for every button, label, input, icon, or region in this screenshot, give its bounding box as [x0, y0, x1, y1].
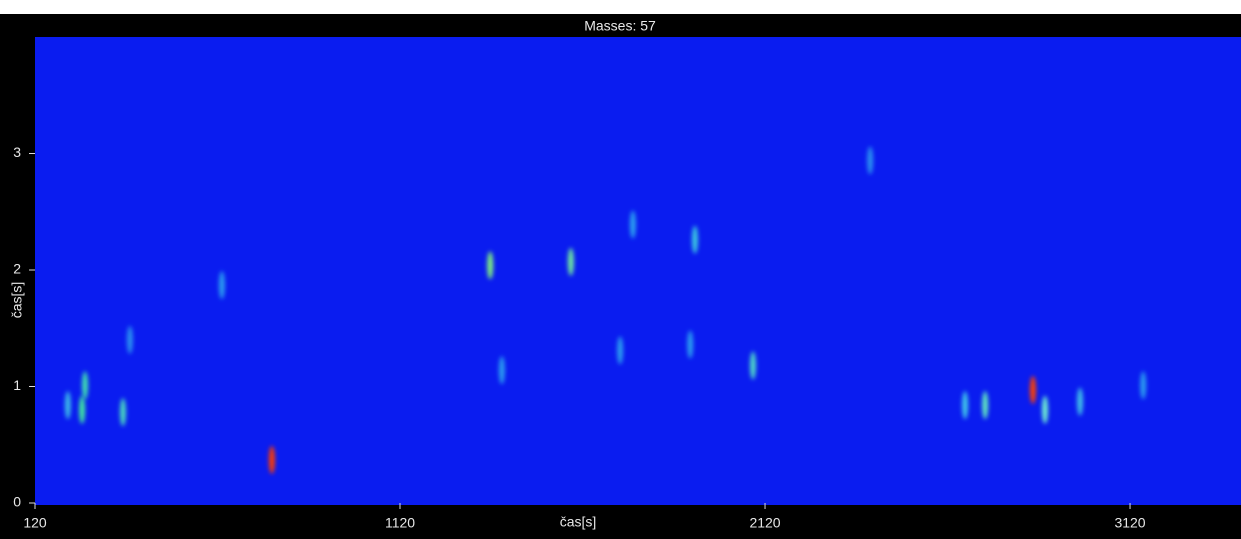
- y-tick-label: 2: [13, 261, 21, 277]
- peak: [567, 247, 574, 276]
- peak: [629, 210, 636, 239]
- peak: [218, 271, 225, 300]
- plot-area: [35, 37, 1241, 505]
- y-axis-label: čas[s]: [9, 282, 25, 319]
- top-strip: [0, 0, 1241, 14]
- peak: [691, 225, 698, 254]
- x-axis-label: čas[s]: [560, 514, 597, 530]
- y-tick-label: 1: [13, 377, 21, 393]
- x-tick-label: 2120: [749, 515, 780, 531]
- peak: [487, 251, 494, 280]
- peak: [1140, 371, 1147, 400]
- peak: [962, 391, 969, 420]
- x-tick-label: 3120: [1114, 515, 1145, 531]
- peak: [617, 336, 624, 365]
- peak: [82, 371, 89, 400]
- chart-title: Masses: 57: [584, 18, 656, 34]
- x-tick-label: 1120: [385, 515, 415, 531]
- peak: [126, 325, 133, 354]
- peak: [1041, 395, 1048, 424]
- peak: [498, 356, 505, 385]
- peak: [268, 445, 275, 474]
- peak: [749, 351, 756, 380]
- y-tick-label: 0: [13, 494, 21, 510]
- peak: [982, 391, 989, 420]
- peak: [687, 330, 694, 359]
- x-tick-label: 120: [23, 515, 47, 531]
- y-tick-label: 3: [13, 144, 21, 160]
- peak: [79, 395, 86, 424]
- peak: [1029, 375, 1036, 404]
- peak: [64, 391, 71, 420]
- peak: [1077, 387, 1084, 416]
- peak: [867, 146, 874, 175]
- peak: [119, 398, 126, 427]
